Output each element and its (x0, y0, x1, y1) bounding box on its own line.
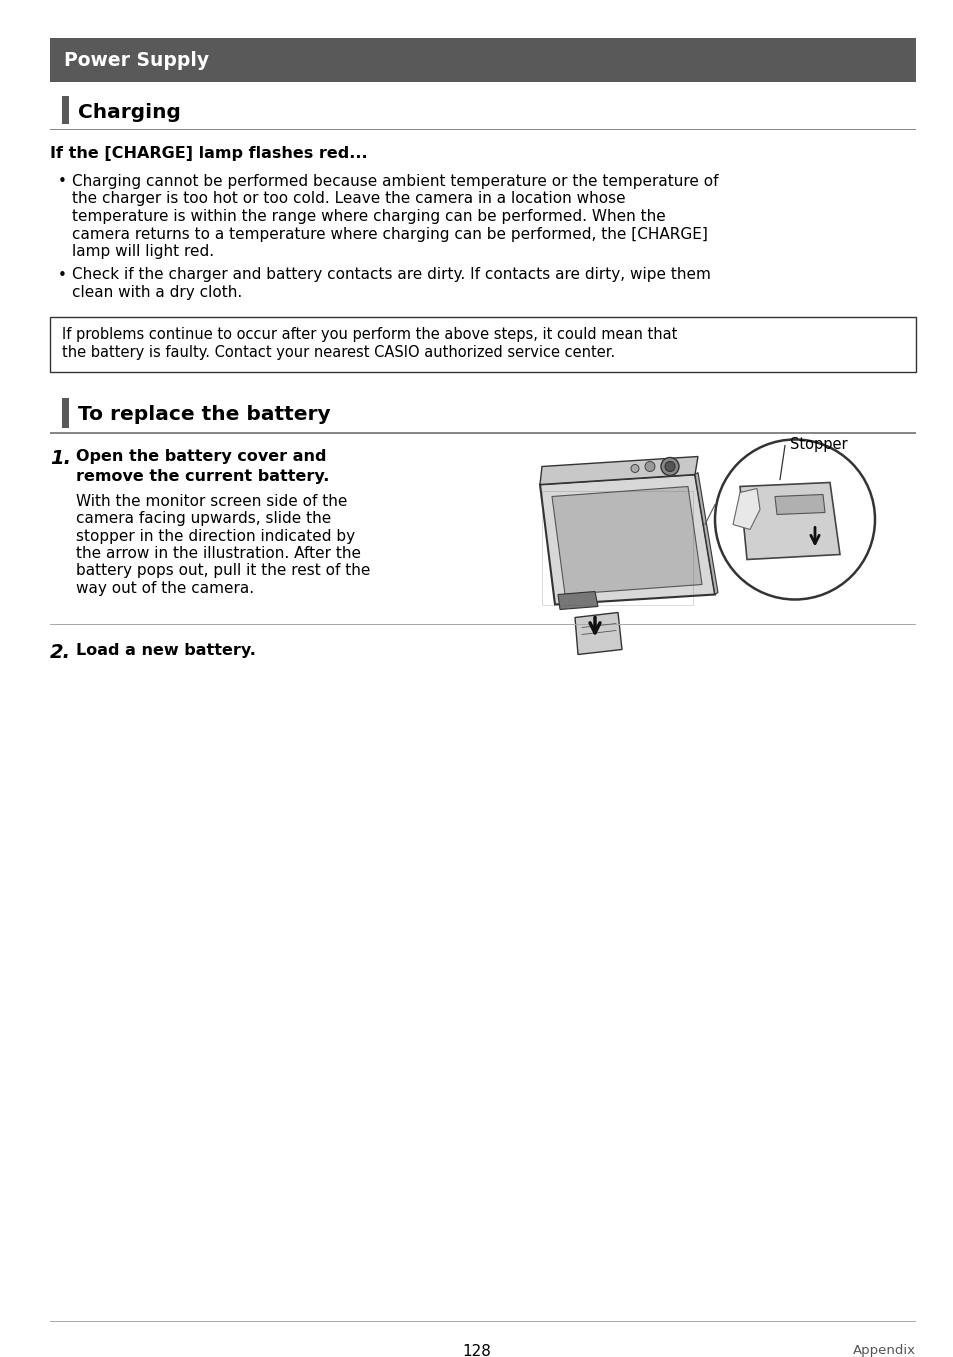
Text: Check if the charger and battery contacts are dirty. If contacts are dirty, wipe: Check if the charger and battery contact… (71, 267, 710, 282)
Polygon shape (774, 494, 824, 514)
Bar (50, 38, 915, 81)
Text: Appendix: Appendix (852, 1343, 915, 1357)
Bar (50, 316, 915, 372)
Text: temperature is within the range where charging can be performed. When the: temperature is within the range where ch… (71, 209, 665, 224)
Polygon shape (575, 612, 621, 654)
Text: lamp will light red.: lamp will light red. (71, 244, 213, 259)
Bar (62, 398, 69, 427)
Bar (541, 490, 692, 604)
Text: •: • (58, 174, 67, 189)
Polygon shape (740, 483, 840, 559)
Circle shape (714, 440, 874, 600)
Circle shape (630, 464, 639, 472)
Text: 1.: 1. (50, 449, 71, 468)
Text: Open the battery cover and: Open the battery cover and (76, 449, 326, 464)
Text: 2.: 2. (50, 642, 71, 661)
Text: camera returns to a temperature where charging can be performed, the [CHARGE]: camera returns to a temperature where ch… (71, 227, 707, 242)
Text: camera facing upwards, slide the: camera facing upwards, slide the (76, 512, 331, 527)
Polygon shape (558, 592, 598, 609)
Text: the arrow in the illustration. After the: the arrow in the illustration. After the (76, 546, 360, 560)
Polygon shape (695, 472, 718, 594)
Circle shape (660, 457, 679, 475)
Circle shape (664, 461, 675, 471)
Text: Charging cannot be performed because ambient temperature or the temperature of: Charging cannot be performed because amb… (71, 174, 718, 189)
Text: If the [CHARGE] lamp flashes red...: If the [CHARGE] lamp flashes red... (50, 147, 367, 161)
Circle shape (644, 461, 655, 471)
Text: To replace the battery: To replace the battery (78, 404, 331, 423)
Text: the charger is too hot or too cold. Leave the camera in a location whose: the charger is too hot or too cold. Leav… (71, 191, 625, 206)
Polygon shape (539, 456, 698, 484)
Text: Load a new battery.: Load a new battery. (76, 642, 255, 658)
Text: With the monitor screen side of the: With the monitor screen side of the (76, 494, 347, 509)
Bar (50, 129, 915, 130)
Text: Power Supply: Power Supply (64, 50, 209, 69)
Text: way out of the camera.: way out of the camera. (76, 581, 253, 596)
Bar (62, 96, 69, 123)
Polygon shape (732, 489, 760, 529)
Text: 128: 128 (462, 1343, 491, 1357)
Text: stopper in the direction indicated by: stopper in the direction indicated by (76, 528, 355, 544)
Text: battery pops out, pull it the rest of the: battery pops out, pull it the rest of th… (76, 563, 370, 578)
Bar (50, 432, 915, 433)
Text: If problems continue to occur after you perform the above steps, it could mean t: If problems continue to occur after you … (62, 327, 677, 342)
Text: •: • (58, 267, 67, 282)
Polygon shape (552, 487, 701, 594)
Text: Charging: Charging (78, 103, 181, 122)
Text: the battery is faulty. Contact your nearest CASIO authorized service center.: the battery is faulty. Contact your near… (62, 345, 615, 360)
Text: remove the current battery.: remove the current battery. (76, 468, 329, 483)
Polygon shape (539, 475, 714, 604)
Text: Stopper: Stopper (789, 437, 846, 452)
Text: clean with a dry cloth.: clean with a dry cloth. (71, 285, 242, 300)
